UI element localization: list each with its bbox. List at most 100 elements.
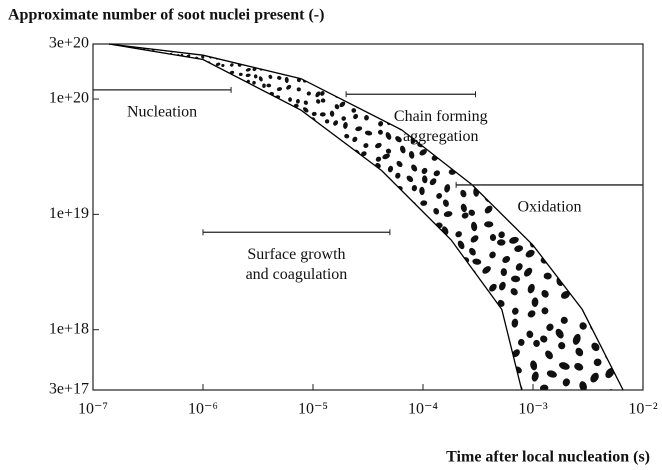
particle xyxy=(528,149,539,157)
particle xyxy=(420,200,428,206)
particle xyxy=(208,110,212,114)
particle xyxy=(275,199,280,204)
particle xyxy=(246,98,251,104)
particle xyxy=(361,53,368,59)
particle xyxy=(260,333,265,338)
particle xyxy=(301,302,307,308)
particle xyxy=(163,142,167,145)
particle xyxy=(189,202,193,207)
particle xyxy=(141,168,144,171)
particle xyxy=(170,348,174,352)
particle xyxy=(200,264,205,268)
particle xyxy=(229,110,234,114)
particle xyxy=(397,240,404,246)
particle xyxy=(323,61,328,68)
particle xyxy=(230,254,235,259)
particle xyxy=(179,212,184,216)
particle xyxy=(335,358,341,365)
particle xyxy=(407,320,414,327)
y-tick-label: 1e+18 xyxy=(49,320,89,337)
particle xyxy=(136,347,140,351)
particle xyxy=(305,156,311,163)
particle xyxy=(251,195,255,201)
particle xyxy=(175,243,178,247)
particle xyxy=(193,223,196,227)
particle xyxy=(216,250,220,254)
particle xyxy=(352,136,358,143)
particle xyxy=(188,248,192,253)
particle xyxy=(332,161,338,167)
particle xyxy=(607,191,616,200)
particle xyxy=(373,187,379,196)
particle xyxy=(193,259,197,264)
particle xyxy=(220,172,225,176)
particle xyxy=(110,127,113,131)
particle xyxy=(170,61,174,65)
particle xyxy=(341,116,346,121)
particle xyxy=(118,137,121,140)
particle xyxy=(122,166,126,169)
particle xyxy=(109,202,112,205)
particle xyxy=(137,84,141,88)
particle xyxy=(301,49,306,54)
particle xyxy=(207,301,212,307)
particle xyxy=(250,365,255,371)
particle xyxy=(168,190,172,195)
particle xyxy=(592,193,601,202)
particle xyxy=(147,384,150,388)
particle xyxy=(447,303,455,310)
particle xyxy=(143,280,147,283)
particle xyxy=(199,166,204,170)
particle xyxy=(259,300,265,304)
particle xyxy=(608,61,617,71)
particle xyxy=(250,323,255,329)
particle xyxy=(301,171,309,176)
particle xyxy=(484,292,492,300)
particle xyxy=(123,267,127,270)
particle xyxy=(137,166,140,170)
particle xyxy=(222,269,227,274)
particle xyxy=(388,354,395,361)
particle xyxy=(341,303,349,309)
particle xyxy=(283,237,288,242)
particle xyxy=(137,306,140,310)
particle xyxy=(109,92,111,95)
particle xyxy=(159,280,163,284)
particle xyxy=(343,207,348,214)
particle xyxy=(220,209,224,214)
particle xyxy=(373,357,379,363)
particle xyxy=(227,55,233,59)
particle xyxy=(216,158,220,162)
particle xyxy=(169,221,173,225)
particle xyxy=(137,379,140,382)
particle xyxy=(175,348,179,353)
particle xyxy=(112,355,115,358)
particle xyxy=(142,228,146,232)
particle xyxy=(136,121,140,124)
particle xyxy=(113,179,115,182)
particle xyxy=(221,254,227,259)
particle xyxy=(181,137,185,141)
particle xyxy=(373,198,380,206)
particle xyxy=(352,381,358,386)
particle xyxy=(194,335,199,339)
particle xyxy=(123,285,127,288)
particle xyxy=(138,162,142,165)
particle xyxy=(269,127,274,132)
particle xyxy=(171,67,175,70)
particle xyxy=(147,301,150,304)
particle xyxy=(526,132,536,140)
particle xyxy=(192,320,197,324)
particle xyxy=(165,225,168,229)
particle xyxy=(375,142,382,149)
particle xyxy=(235,290,240,294)
particle xyxy=(253,99,259,104)
particle xyxy=(500,268,508,277)
particle xyxy=(137,271,140,274)
particle xyxy=(208,97,212,101)
particle xyxy=(113,79,116,81)
particle xyxy=(278,182,284,187)
particle xyxy=(182,250,186,254)
particle xyxy=(114,228,117,232)
particle xyxy=(127,326,131,329)
